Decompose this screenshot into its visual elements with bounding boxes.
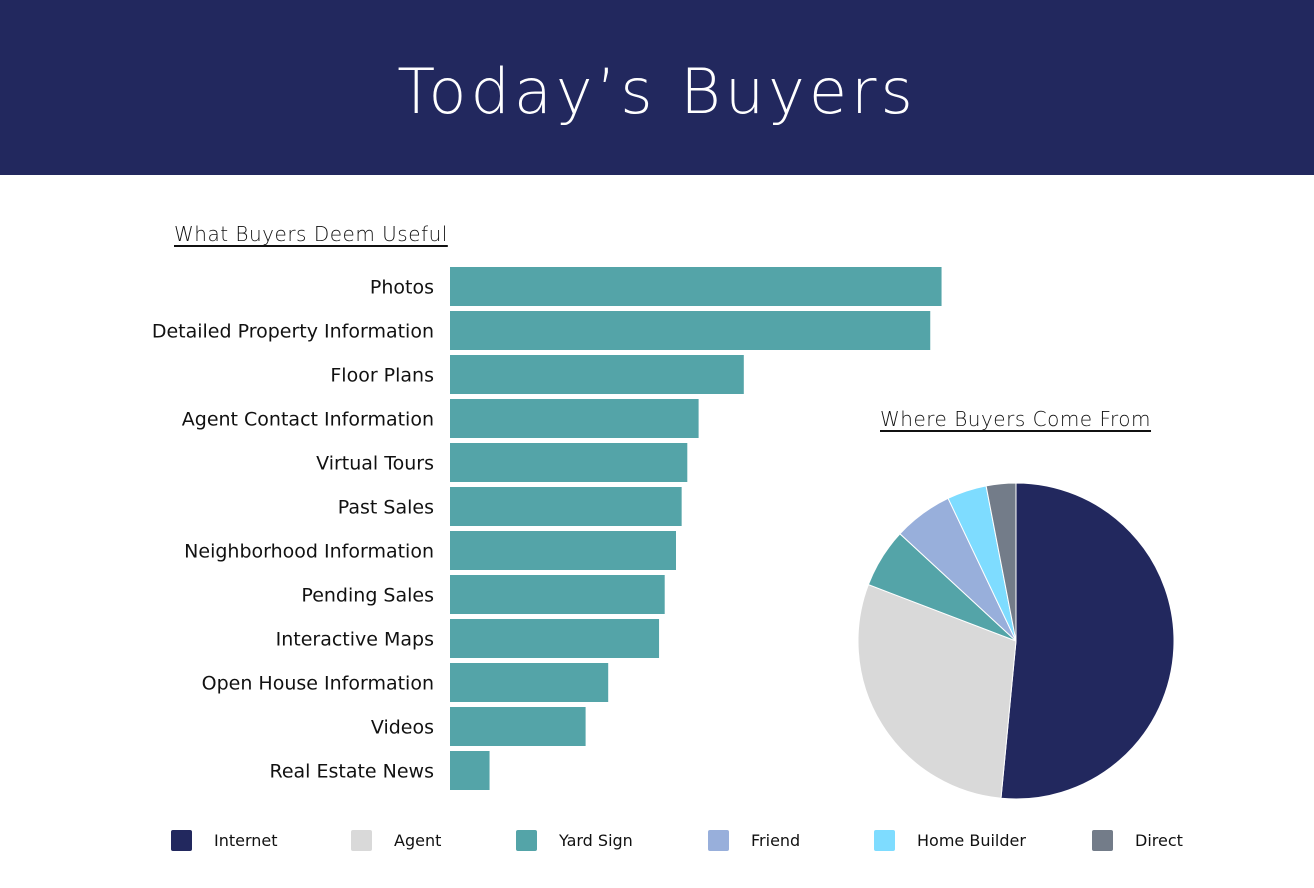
pie-slice-direct	[985, 482, 1017, 642]
bar-label-real-estate-news: Real Estate News	[269, 761, 434, 783]
legend-swatch-internet	[171, 830, 192, 851]
bar-chart-title: What Buyers Deem Useful	[174, 222, 448, 246]
bar-floor-plans	[450, 355, 744, 394]
legend-label-internet: Internet	[214, 831, 278, 850]
header-banner: Today’s Buyers	[0, 0, 1314, 175]
bar-virtual-tours	[450, 443, 688, 482]
legend-swatch-direct	[1092, 830, 1113, 851]
bar-interactive-maps	[450, 619, 660, 658]
bar-label-videos: Videos	[371, 717, 434, 739]
bar-label-virtual-tours: Virtual Tours	[316, 453, 434, 475]
bar-label-neighborhood-information: Neighborhood Information	[184, 541, 434, 563]
bar-label-agent-contact-information: Agent Contact Information	[182, 409, 434, 431]
bar-photos	[450, 267, 942, 306]
bar-agent-contact-information	[450, 399, 699, 438]
bar-label-photos: Photos	[370, 277, 434, 299]
bar-videos	[450, 707, 586, 746]
pie-slice-agent	[857, 583, 1017, 799]
bar-label-interactive-maps: Interactive Maps	[276, 629, 434, 651]
legend-label-yard-sign: Yard Sign	[558, 831, 633, 850]
bar-detailed-property-information	[450, 311, 931, 350]
bar-label-open-house-information: Open House Information	[202, 673, 434, 695]
bar-neighborhood-information	[450, 531, 676, 570]
legend-swatch-yard-sign	[516, 830, 537, 851]
bar-label-pending-sales: Pending Sales	[301, 585, 434, 607]
bar-past-sales	[450, 487, 682, 526]
page-title: Today’s Buyers	[397, 55, 917, 128]
bar-real-estate-news	[450, 751, 490, 790]
legend-label-friend: Friend	[751, 831, 800, 850]
bar-open-house-information	[450, 663, 609, 702]
legend-label-home-builder: Home Builder	[917, 831, 1026, 850]
legend-swatch-agent	[351, 830, 372, 851]
bar-label-floor-plans: Floor Plans	[330, 365, 434, 387]
pie-slice-internet	[1000, 482, 1175, 800]
bar-pending-sales	[450, 575, 665, 614]
legend-swatch-home-builder	[874, 830, 895, 851]
pie-chart-title: Where Buyers Come From	[880, 407, 1152, 431]
bar-label-past-sales: Past Sales	[338, 497, 434, 519]
legend-label-direct: Direct	[1135, 831, 1183, 850]
legend-swatch-friend	[708, 830, 729, 851]
legend-label-agent: Agent	[394, 831, 441, 850]
bar-label-detailed-property-information: Detailed Property Information	[152, 321, 434, 343]
